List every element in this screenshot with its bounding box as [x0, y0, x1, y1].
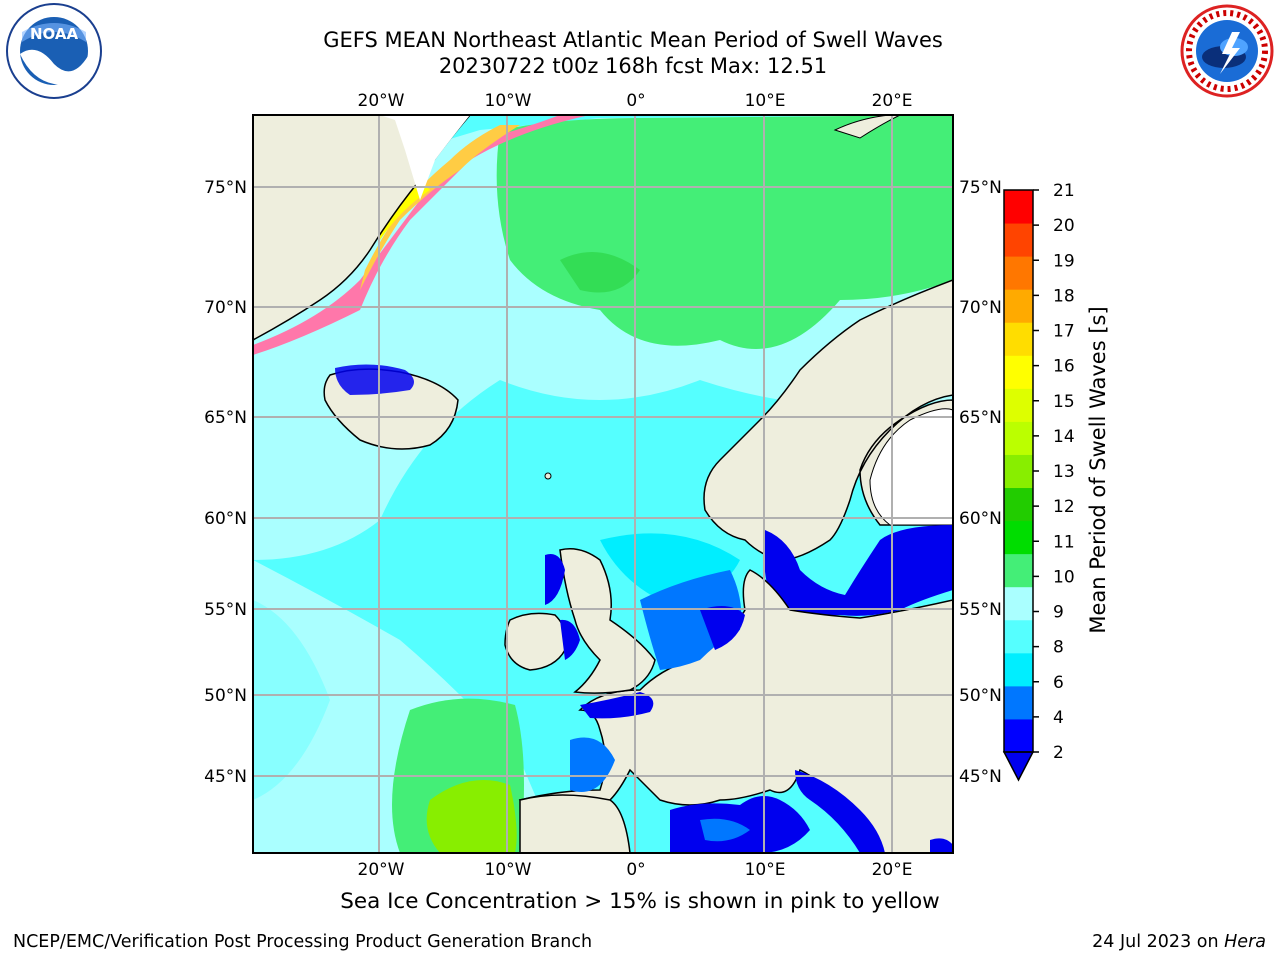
colorbar-tick-label: 12 — [1053, 497, 1075, 517]
sea-ice-max — [375, 180, 430, 240]
colorbar-swatch — [1004, 256, 1033, 290]
chart-subtitle-forecast: 20230722 t00z 168h fcst Max: 12.51 — [438, 54, 828, 78]
ocean-swell-10-patch — [560, 252, 640, 293]
irish-sea-short-swell — [560, 619, 580, 660]
colorbar-tick-label: 11 — [1053, 532, 1075, 552]
ocean-swell-west-patch — [253, 600, 330, 800]
colorbar-swatch — [1004, 685, 1033, 720]
aegean-edge — [930, 838, 953, 853]
colorbar-tick-label: 18 — [1053, 286, 1075, 306]
colorbar-swatch — [1004, 289, 1033, 323]
lon-label-top: 20°E — [872, 91, 913, 111]
colorbar-tick-label: 15 — [1053, 392, 1075, 412]
ocean-swell-12-13-south — [426, 780, 517, 853]
colorbar-swatch — [1004, 421, 1033, 455]
colorbar-swatch — [1004, 619, 1033, 654]
chart-title: GEFS MEAN Northeast Atlantic Mean Period… — [323, 28, 943, 52]
colorbar-tick-label: 2 — [1053, 743, 1064, 763]
colorbar-swatch — [1004, 553, 1033, 588]
map-frame — [252, 114, 954, 854]
colorbar-extend-arrow — [1002, 751, 1035, 782]
gulf-of-bothnia — [869, 408, 953, 526]
sea-ice-note: Sea Ice Concentration > 15% is shown in … — [340, 889, 940, 914]
footer-date-text: 24 Jul 2023 on — [1092, 932, 1219, 952]
colorbar-swatch — [1004, 190, 1033, 224]
lat-label-left: 60°N — [204, 509, 247, 529]
lon-label-bottom: 20°W — [358, 860, 405, 880]
colorbar-swatch — [1004, 586, 1033, 621]
lat-label-right: 75°N — [959, 178, 1002, 198]
lat-label-left: 55°N — [204, 600, 247, 620]
colorbar-swatch — [1004, 487, 1033, 522]
colorbar-swatch — [1004, 718, 1033, 753]
colorbar: 21 20 19 18 17 16 15 14 13 12 11 10 9 8 6 4 2 — [1002, 181, 1075, 782]
continental-europe — [518, 569, 953, 853]
footer-credit: NCEP/EMC/Verification Post Processing Pr… — [13, 932, 593, 952]
colorbar-tick-label: 14 — [1053, 427, 1075, 447]
scotland-west-short-swell — [545, 554, 565, 605]
lon-label-top: 10°E — [745, 91, 786, 111]
colorbar-tick-label: 19 — [1053, 251, 1075, 271]
colorbar-tick-label: 21 — [1053, 181, 1075, 201]
adriatic-sea — [795, 770, 885, 853]
map-gridlines — [253, 115, 953, 853]
greenland-ice-sheet — [380, 115, 470, 200]
lat-label-left: 70°N — [204, 298, 247, 318]
mediterranean-inner — [700, 818, 750, 842]
lon-label-bottom: 20°E — [872, 860, 913, 880]
lat-label-right: 70°N — [959, 298, 1002, 318]
colorbar-tick-label: 6 — [1053, 673, 1064, 693]
biscay-inner — [570, 737, 615, 792]
baltic-sea — [764, 525, 953, 616]
lon-label-top: 0° — [626, 91, 645, 111]
colorbar-tick-label: 20 — [1053, 216, 1075, 236]
colorbar-tick-label: 16 — [1053, 357, 1075, 377]
lat-label-left: 50°N — [204, 686, 247, 706]
iberia-landmass — [519, 794, 631, 853]
lon-label-bottom: 10°E — [745, 860, 786, 880]
noaa-logo-icon: NOAA — [6, 3, 102, 99]
nws-logo-icon — [1180, 4, 1274, 98]
lat-label-right: 50°N — [959, 686, 1002, 706]
colorbar-swatch — [1004, 223, 1033, 257]
colorbar-swatch — [1004, 652, 1033, 687]
great-britain-landmass — [559, 548, 656, 694]
lon-label-bottom: 10°W — [485, 860, 532, 880]
lon-label-top: 10°W — [485, 91, 532, 111]
ireland-landmass — [504, 612, 567, 671]
colorbar-tick-label: 4 — [1053, 708, 1064, 728]
colorbar-swatch — [1004, 388, 1033, 422]
colorbar-swatch — [1004, 520, 1033, 555]
lat-label-left: 45°N — [204, 767, 247, 787]
footer-host: Hera — [1224, 932, 1266, 952]
lat-label-right: 45°N — [959, 767, 1002, 787]
sea-ice-edge — [253, 115, 590, 355]
lat-label-right: 55°N — [959, 600, 1002, 620]
colorbar-tick-label: 17 — [1053, 322, 1075, 342]
colorbar-swatch — [1004, 322, 1033, 356]
colorbar-tick-label: 13 — [1053, 462, 1075, 482]
map-plot-area — [253, 115, 953, 853]
iceland-north-short-swell — [335, 364, 414, 395]
colorbar-tick-label: 10 — [1053, 567, 1075, 587]
lat-label-left: 65°N — [204, 408, 247, 428]
colorbar-tick-label: 9 — [1053, 603, 1064, 623]
svalbard-edge — [833, 115, 901, 139]
colorbar-tick-label: 8 — [1053, 638, 1064, 658]
lat-label-right: 60°N — [959, 509, 1002, 529]
colorbar-label: Mean Period of Swell Waves [s] — [1086, 306, 1110, 634]
colorbar-swatch — [1004, 454, 1033, 489]
lat-label-left: 75°N — [204, 178, 247, 198]
colorbar-swatch — [1004, 355, 1033, 389]
faroe-islands — [544, 472, 552, 480]
svg-text:NOAA: NOAA — [30, 25, 79, 43]
north-sea-south — [700, 606, 745, 650]
lat-label-right: 65°N — [959, 408, 1002, 428]
lon-label-bottom: 0° — [626, 860, 645, 880]
footer-date: 24 Jul 2023 on Hera — [1092, 932, 1266, 952]
lon-label-top: 20°W — [358, 91, 405, 111]
